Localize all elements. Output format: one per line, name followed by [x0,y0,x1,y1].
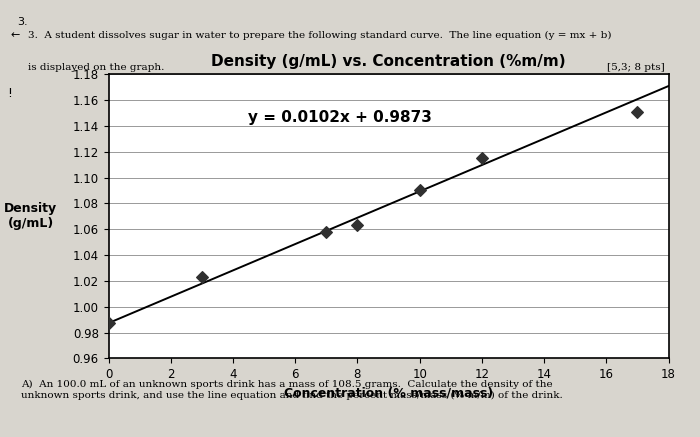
Point [632,108,643,115]
Text: [5,3; 8 pts]: [5,3; 8 pts] [608,63,665,73]
Text: 3.  A student dissolves sugar in water to prepare the following standard curve. : 3. A student dissolves sugar in water to… [28,31,612,40]
Point [352,222,363,229]
Text: 3.: 3. [18,17,28,28]
X-axis label: Concentration (% mass/mass): Concentration (% mass/mass) [284,387,493,399]
Text: is displayed on the graph.: is displayed on the graph. [28,63,164,73]
Title: Density (g/mL) vs. Concentration (%m/m): Density (g/mL) vs. Concentration (%m/m) [211,54,566,69]
Point [414,187,425,194]
Y-axis label: Density
(g/mL): Density (g/mL) [4,202,57,230]
Text: A)  An 100.0 mL of an unknown sports drink has a mass of 108.5 grams.  Calculate: A) An 100.0 mL of an unknown sports drin… [21,380,563,400]
Text: ←: ← [10,31,20,41]
Text: y = 0.0102x + 0.9873: y = 0.0102x + 0.9873 [248,110,433,125]
Point [321,228,332,235]
Point [196,274,207,281]
Point [103,319,114,326]
Point [476,155,487,162]
Text: !: ! [7,87,12,101]
